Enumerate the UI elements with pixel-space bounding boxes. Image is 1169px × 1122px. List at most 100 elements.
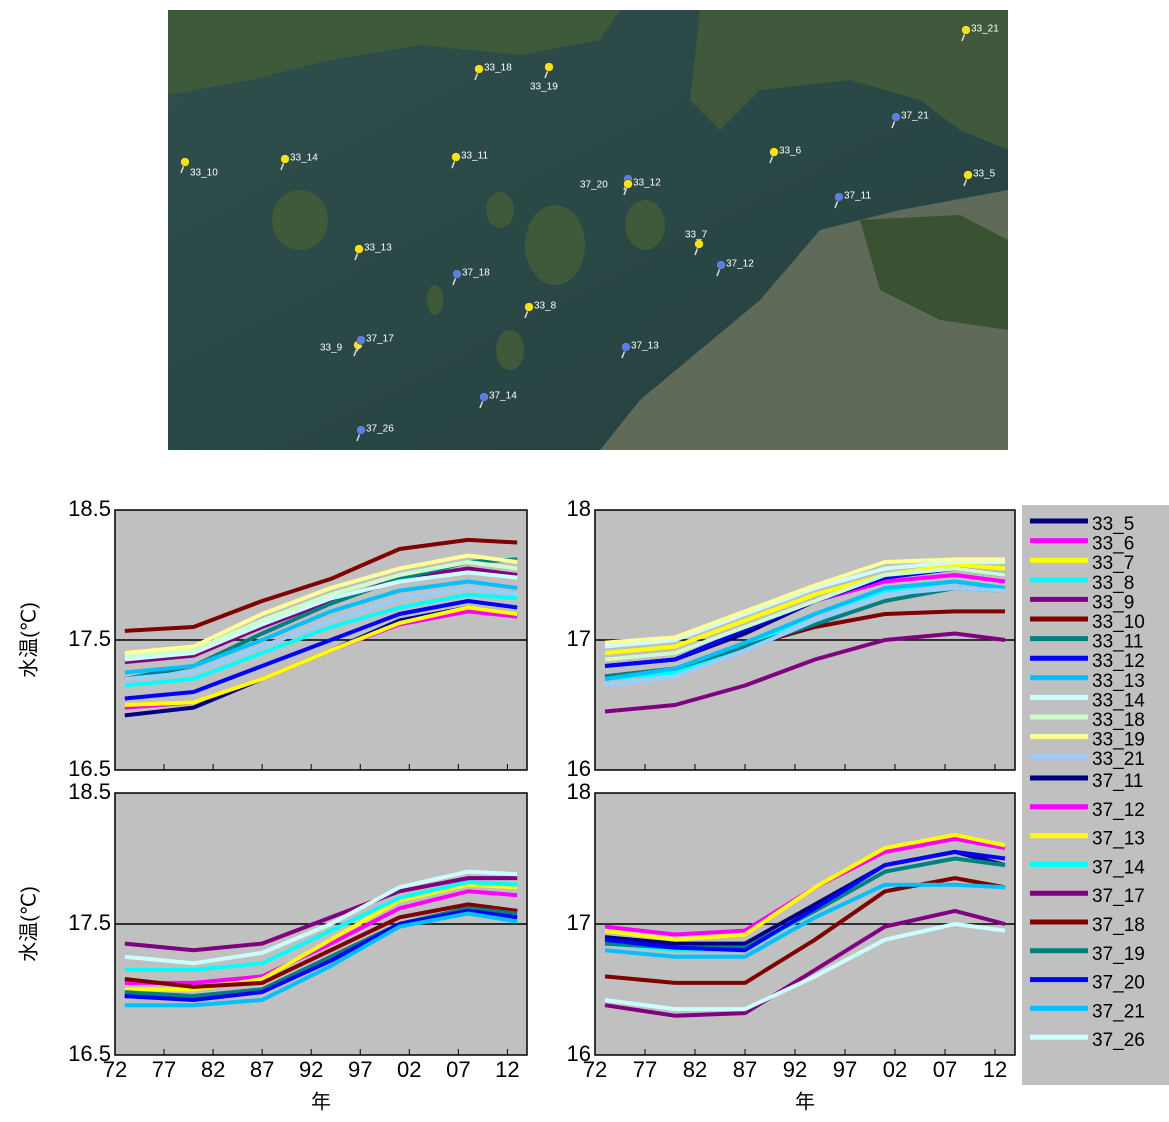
series-line — [604, 560, 1005, 649]
y-tick-label: 16.5 — [68, 1041, 111, 1066]
series-line — [604, 876, 1006, 985]
island — [427, 285, 443, 315]
legend-label: 33_13 — [1092, 671, 1145, 692]
series-line — [604, 908, 1006, 1018]
legend-label: 33_6 — [1092, 534, 1134, 555]
series-line — [604, 882, 1006, 959]
pin-head — [180, 157, 190, 167]
legend-label: 37_14 — [1092, 857, 1145, 878]
island — [486, 192, 514, 228]
pin-label: 37_13 — [631, 341, 659, 352]
x-tick-label: 82 — [683, 1057, 707, 1082]
x-tick-label: 07 — [933, 1057, 957, 1082]
pin-head — [479, 392, 489, 402]
legend-label: 33_12 — [1092, 651, 1145, 672]
y-tick-label: 17.5 — [68, 910, 111, 935]
pin-head — [961, 25, 971, 35]
y-axis-label: 水温(℃) — [17, 886, 40, 962]
pin-label: 37_11 — [844, 191, 872, 202]
x-tick-label: 02 — [397, 1057, 421, 1082]
x-tick-label: 97 — [348, 1057, 372, 1082]
legend-label: 37_20 — [1092, 973, 1145, 994]
island — [496, 330, 524, 370]
x-tick-label: 77 — [633, 1057, 657, 1082]
series-line — [124, 586, 518, 681]
pin-head — [621, 342, 631, 352]
pin-head — [891, 112, 901, 122]
land — [860, 215, 1008, 330]
series-line — [604, 631, 1006, 714]
legend-label: 33_11 — [1092, 632, 1143, 653]
series-line — [124, 882, 518, 992]
x-tick-label: 07 — [446, 1057, 470, 1082]
y-tick-label: 16 — [567, 756, 591, 781]
legend-label: 33_10 — [1092, 612, 1145, 633]
series-line — [604, 557, 1005, 645]
pin-head — [452, 269, 462, 279]
pin-label: 37_26 — [366, 424, 394, 435]
series-line — [604, 832, 1006, 942]
legend-label: 37_17 — [1092, 886, 1145, 907]
series-line — [604, 566, 1006, 662]
pin-head — [354, 244, 364, 254]
series-line — [124, 908, 518, 1002]
pin-label: 33_8 — [534, 301, 557, 312]
legend-label: 37_26 — [1092, 1030, 1145, 1051]
legend-label: 33_9 — [1092, 592, 1134, 613]
pin-label: 33_5 — [973, 169, 996, 180]
legend-label: 37_19 — [1092, 944, 1145, 965]
series-line — [124, 906, 518, 999]
y-tick-label: 18.5 — [68, 779, 111, 804]
pin-label: 33_7 — [685, 230, 708, 241]
x-tick-label: 92 — [783, 1057, 807, 1082]
series-line — [604, 849, 1006, 953]
series-line — [124, 902, 518, 989]
land — [168, 10, 620, 95]
island — [625, 200, 665, 250]
legend-label: 37_11 — [1092, 771, 1143, 792]
pin-label: 37_12 — [726, 259, 754, 270]
series-line — [124, 570, 518, 662]
pin-head — [544, 62, 554, 72]
pin-label: 37_18 — [462, 268, 490, 279]
series-line — [124, 911, 518, 1008]
pin-label: 33_10 — [190, 168, 218, 179]
pin-label: 33_21 — [971, 24, 999, 35]
x-tick-label: 72 — [103, 1057, 127, 1082]
y-tick-label: 17 — [567, 910, 591, 935]
x-tick-label: 77 — [152, 1057, 176, 1082]
legend-label: 33_19 — [1092, 730, 1145, 751]
series-line — [124, 605, 518, 707]
pin-label: 33_11 — [461, 151, 489, 162]
y-tick-label: 16 — [567, 1041, 591, 1066]
pin-head — [451, 152, 461, 162]
pin-label: 33_14 — [290, 153, 318, 164]
island — [272, 190, 328, 250]
series-line — [124, 560, 518, 658]
pin-label: 33_13 — [364, 243, 392, 254]
pin-label: 37_17 — [366, 334, 394, 345]
series-line — [124, 553, 518, 655]
series-line — [604, 562, 1006, 655]
legend-label: 33_8 — [1092, 573, 1134, 594]
pin-head — [280, 154, 290, 164]
series-line — [604, 586, 1006, 688]
pin-head — [524, 302, 534, 312]
x-tick-label: 82 — [201, 1057, 225, 1082]
pin-label: 33_19 — [530, 82, 558, 93]
legend-label: 33_7 — [1092, 553, 1134, 574]
pin-label: 37_21 — [901, 111, 929, 122]
series-line — [124, 592, 518, 688]
series-line — [124, 537, 518, 633]
series-line — [604, 579, 1006, 681]
y-tick-label: 18 — [567, 779, 591, 804]
x-tick-label: 92 — [299, 1057, 323, 1082]
x-tick-label: 02 — [883, 1057, 907, 1082]
x-tick-label: 12 — [495, 1057, 519, 1082]
x-axis-label: 年 — [311, 1090, 331, 1113]
pin-head — [623, 179, 633, 189]
series-line — [124, 876, 518, 953]
pin-label: 33_18 — [484, 63, 512, 74]
pin-label: 33_9 — [320, 343, 343, 354]
